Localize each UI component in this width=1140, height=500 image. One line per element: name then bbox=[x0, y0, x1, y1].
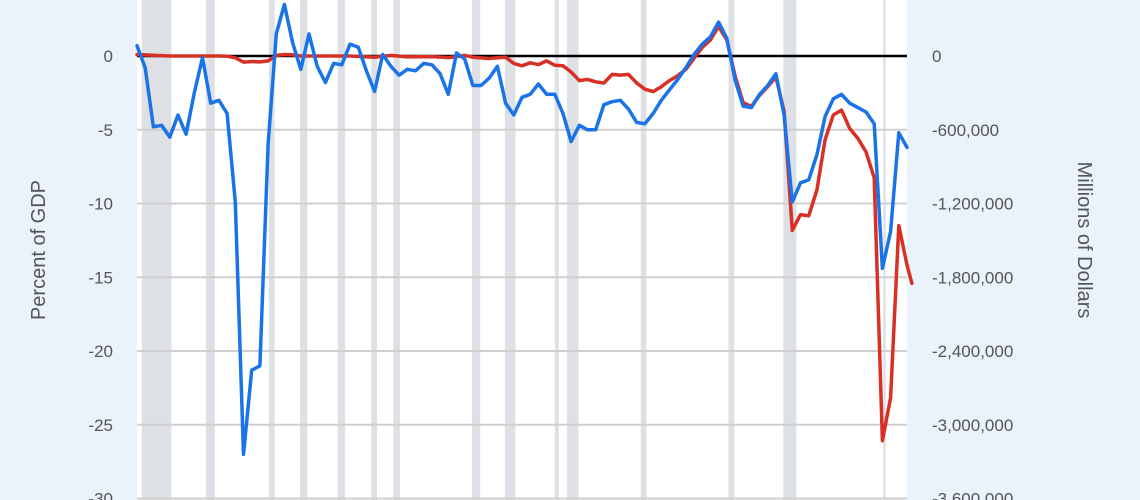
right-tick-label: -2,400,000 bbox=[932, 342, 1013, 361]
right-tick-label: -600,000 bbox=[932, 121, 999, 140]
recession-band-12 bbox=[728, 0, 735, 500]
left-tick-label: -20 bbox=[88, 342, 113, 361]
left-tick-label: 0 bbox=[104, 47, 113, 66]
left-tick-label: -30 bbox=[88, 490, 113, 500]
right-axis-title: Millions of Dollars bbox=[1073, 162, 1095, 319]
left-axis-title: Percent of GDP bbox=[28, 180, 50, 320]
right-tick-label: -1,200,000 bbox=[932, 195, 1013, 214]
recession-band-11 bbox=[640, 0, 647, 500]
left-tick-label: -10 bbox=[88, 195, 113, 214]
recession-band-1 bbox=[205, 0, 215, 500]
left-axis-ticks: 0 -5 -10 -15 -20 -25 -30 bbox=[88, 47, 113, 500]
right-axis-ticks: 0 -600,000 -1,200,000 -1,800,000 -2,400,000 -… bbox=[932, 47, 1013, 500]
recession-band-9 bbox=[554, 0, 559, 500]
recession-band-6 bbox=[393, 0, 400, 500]
recession-band-3 bbox=[300, 0, 308, 500]
recession-band-5 bbox=[371, 0, 378, 500]
right-tick-label: -3,600,000 bbox=[932, 490, 1013, 500]
recession-band-10 bbox=[567, 0, 579, 500]
recession-band-8 bbox=[504, 0, 516, 500]
left-tick-label: -25 bbox=[88, 416, 113, 435]
right-tick-label: 0 bbox=[932, 47, 941, 66]
series-lines bbox=[135, 2, 914, 457]
series-line-left bbox=[135, 2, 909, 457]
right-tick-label: -1,800,000 bbox=[932, 268, 1013, 287]
recession-band-7 bbox=[472, 0, 481, 500]
left-tick-label: -15 bbox=[88, 268, 113, 287]
recession-band-2 bbox=[268, 0, 275, 500]
left-tick-label: -5 bbox=[98, 121, 113, 140]
right-tick-label: -3,000,000 bbox=[932, 416, 1013, 435]
recession-band-4 bbox=[337, 0, 346, 500]
recession-band-14 bbox=[883, 0, 886, 500]
recession-bands bbox=[141, 0, 886, 500]
